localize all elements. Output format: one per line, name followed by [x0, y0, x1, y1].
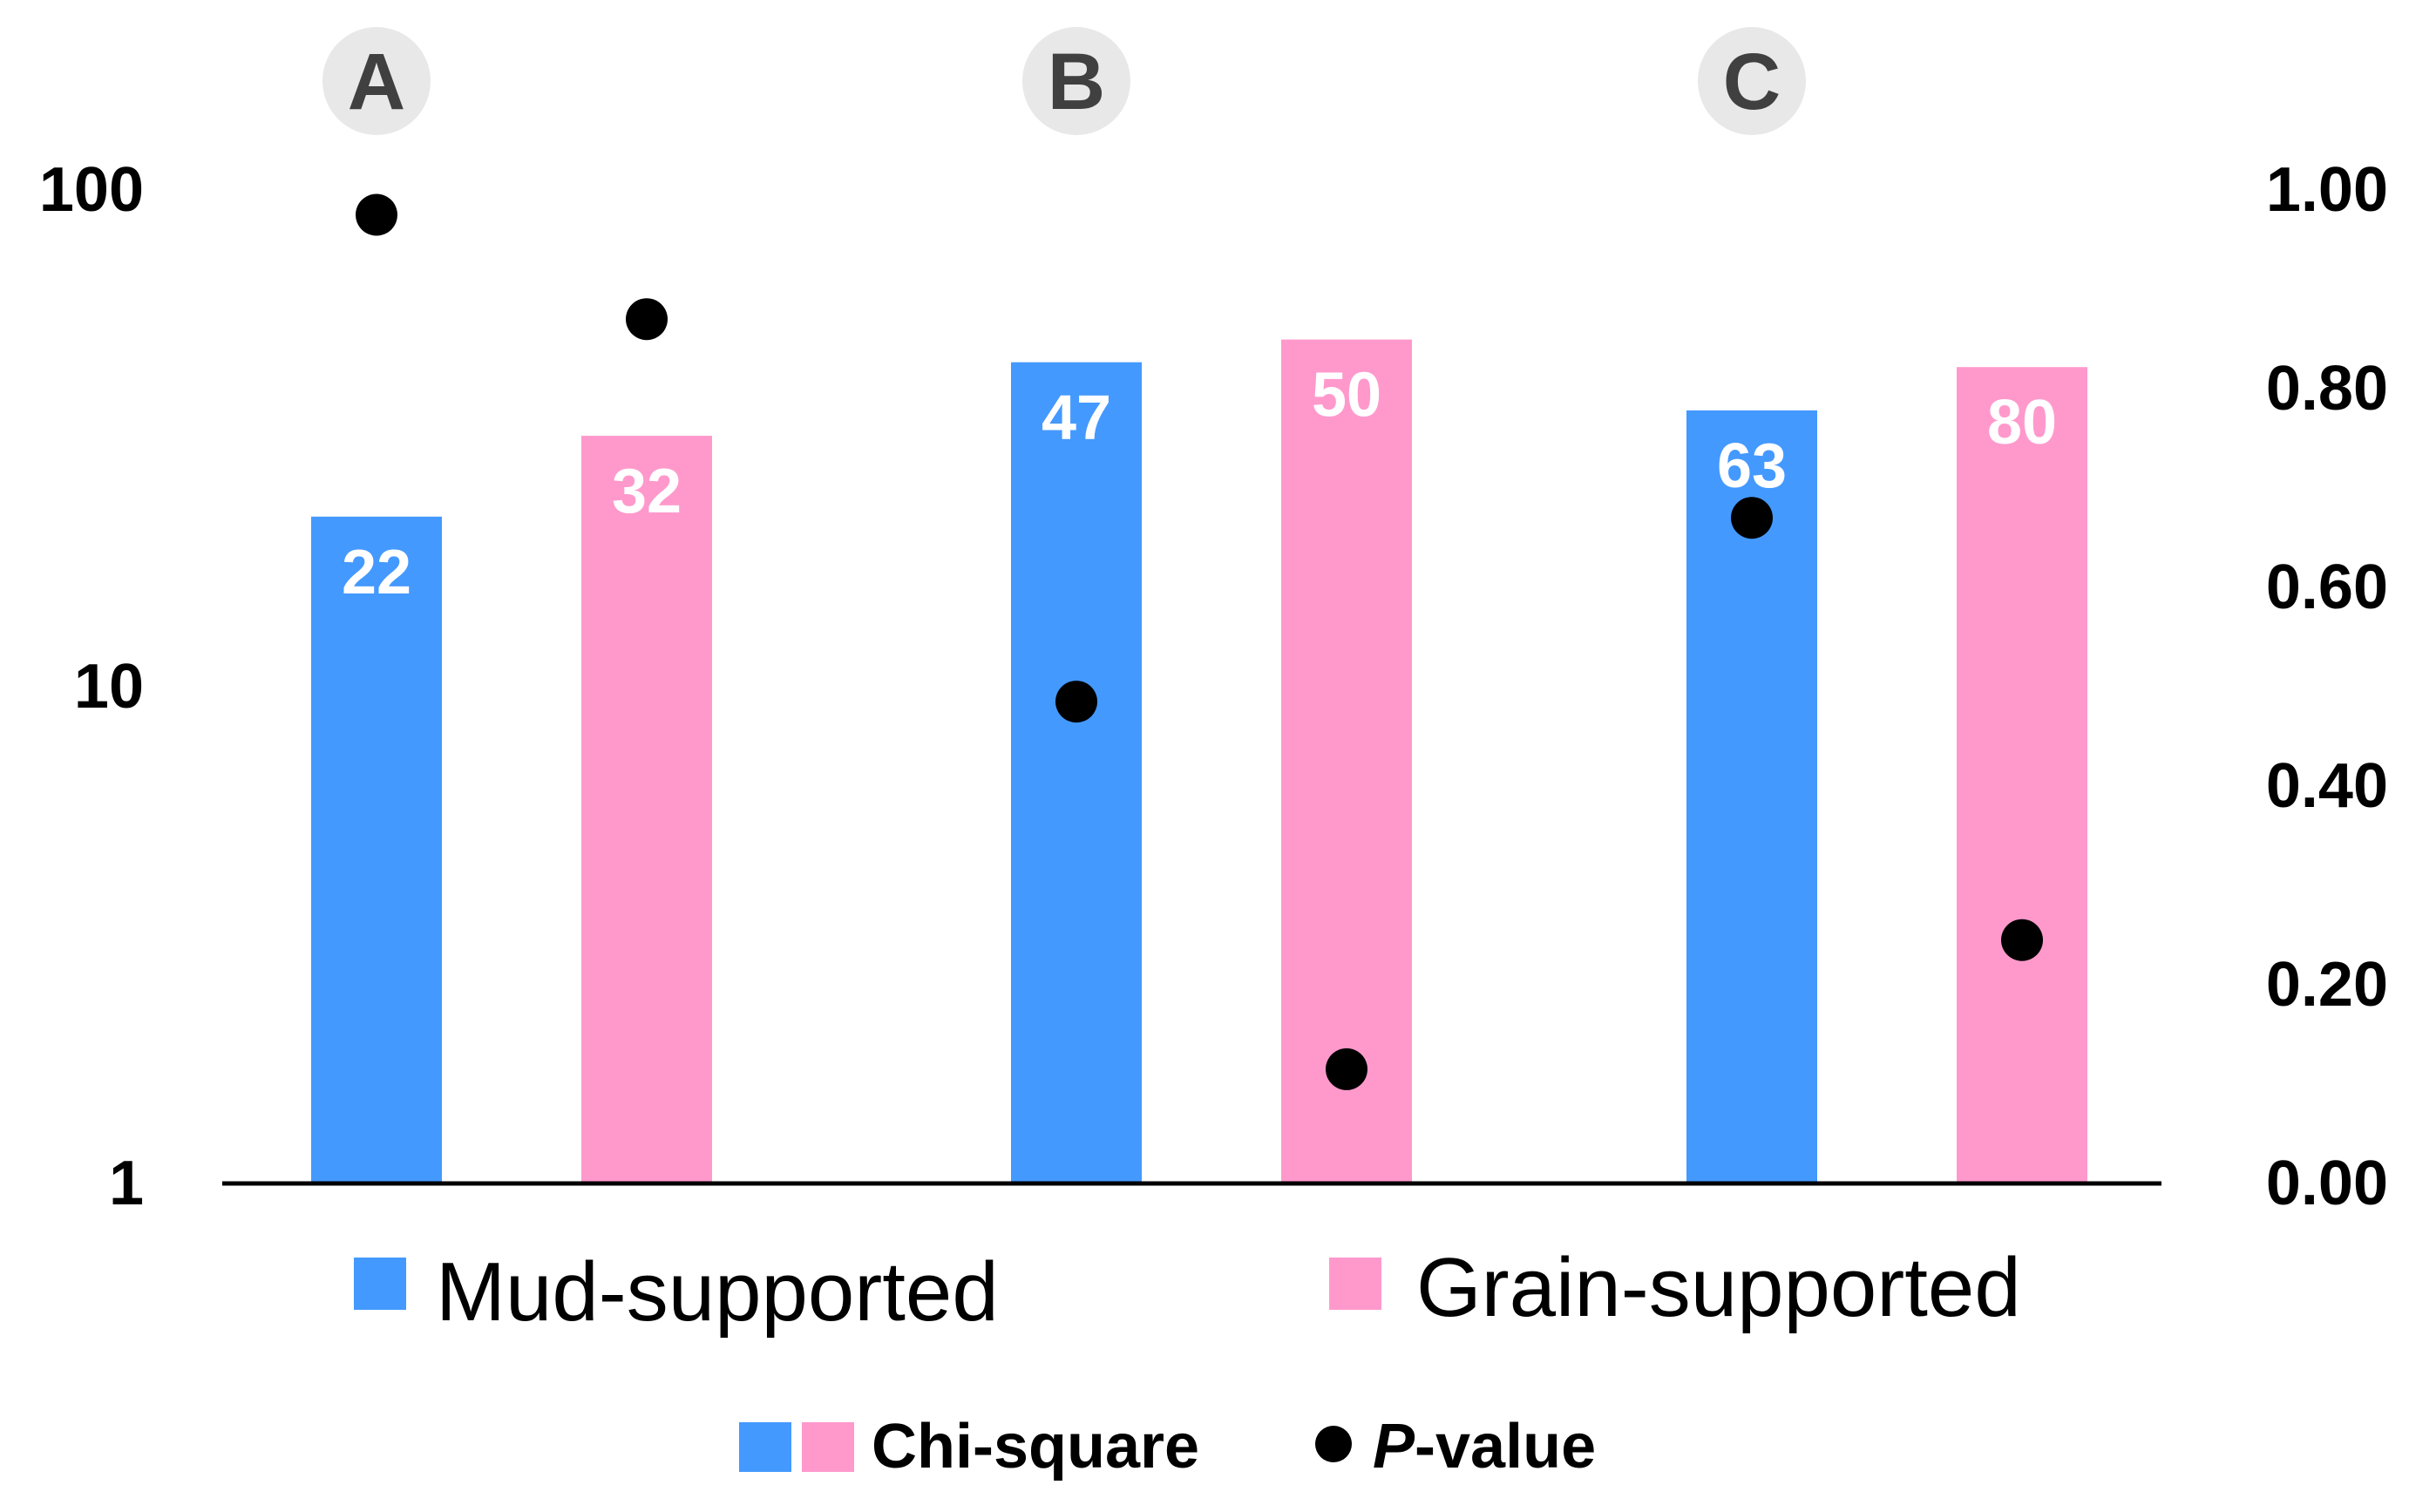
p-value-point: [1326, 1048, 1367, 1090]
bars: 22 32 47 50 63 80: [311, 339, 2087, 1184]
legend-measures: Chi-square P-value: [739, 1412, 1596, 1481]
bar-value-label: 47: [1042, 383, 1111, 453]
left-axis: 1 10 100: [39, 155, 144, 1218]
right-tick-label: 0.00: [2266, 1149, 2388, 1218]
chi-square-bar: [311, 516, 442, 1183]
right-axis: 0.00 0.20 0.40 0.60 0.80 1.00: [2266, 155, 2388, 1218]
left-tick-label: 100: [39, 155, 144, 225]
group-label: B: [1048, 37, 1105, 126]
bar-value-label: 50: [1312, 361, 1381, 431]
legend-label-p-italic: P: [1373, 1412, 1415, 1481]
p-value-point: [356, 193, 397, 236]
p-value-point: [2001, 919, 2043, 961]
right-tick-label: 0.80: [2266, 354, 2388, 424]
legend-swatch-mud: [354, 1258, 406, 1310]
bar-value-label: 80: [1987, 388, 2057, 458]
group-badges: A B C: [322, 27, 1806, 135]
right-tick-label: 0.60: [2266, 553, 2388, 622]
right-tick-label: 1.00: [2266, 155, 2388, 225]
left-tick-label: 10: [74, 652, 144, 722]
bar-value-label: 63: [1717, 431, 1787, 501]
legend-categories: Mud-supported Grain-supported: [354, 1241, 2021, 1339]
chi-square-bar: [1957, 367, 2087, 1184]
group-badge: [1022, 27, 1130, 135]
legend-swatch-chi-blue: [739, 1422, 791, 1472]
bar-value-label: 22: [342, 538, 411, 607]
right-tick-label: 0.20: [2266, 950, 2388, 1020]
group-badge: [322, 27, 431, 135]
legend-label-grain: Grain-supported: [1416, 1241, 2021, 1334]
p-value-point: [1055, 681, 1097, 723]
p-value-point: [1731, 497, 1773, 539]
chi-square-bar: [1281, 339, 1412, 1183]
p-value-points: [356, 193, 2043, 1090]
chi-square-bar: [581, 436, 712, 1183]
group-label: A: [348, 37, 405, 126]
right-tick-label: 0.40: [2266, 751, 2388, 821]
group-badge: [1698, 27, 1806, 135]
chi-square-bar: [1011, 362, 1142, 1184]
left-tick-label: 1: [109, 1149, 144, 1218]
legend-marker-p-value: [1315, 1426, 1352, 1462]
legend-label-p-value: P-value: [1373, 1412, 1596, 1481]
legend-label-chi-square: Chi-square: [872, 1412, 1199, 1481]
legend-swatch-grain: [1329, 1258, 1381, 1310]
legend-label-p-suffix: -value: [1415, 1412, 1596, 1481]
legend-swatch-chi-pink: [802, 1422, 854, 1472]
chi-square-bar: [1686, 410, 1817, 1183]
bar-value-label: 32: [612, 457, 682, 526]
p-value-point: [626, 298, 668, 341]
legend-label-mud: Mud-supported: [436, 1245, 999, 1339]
group-label: C: [1723, 37, 1781, 126]
